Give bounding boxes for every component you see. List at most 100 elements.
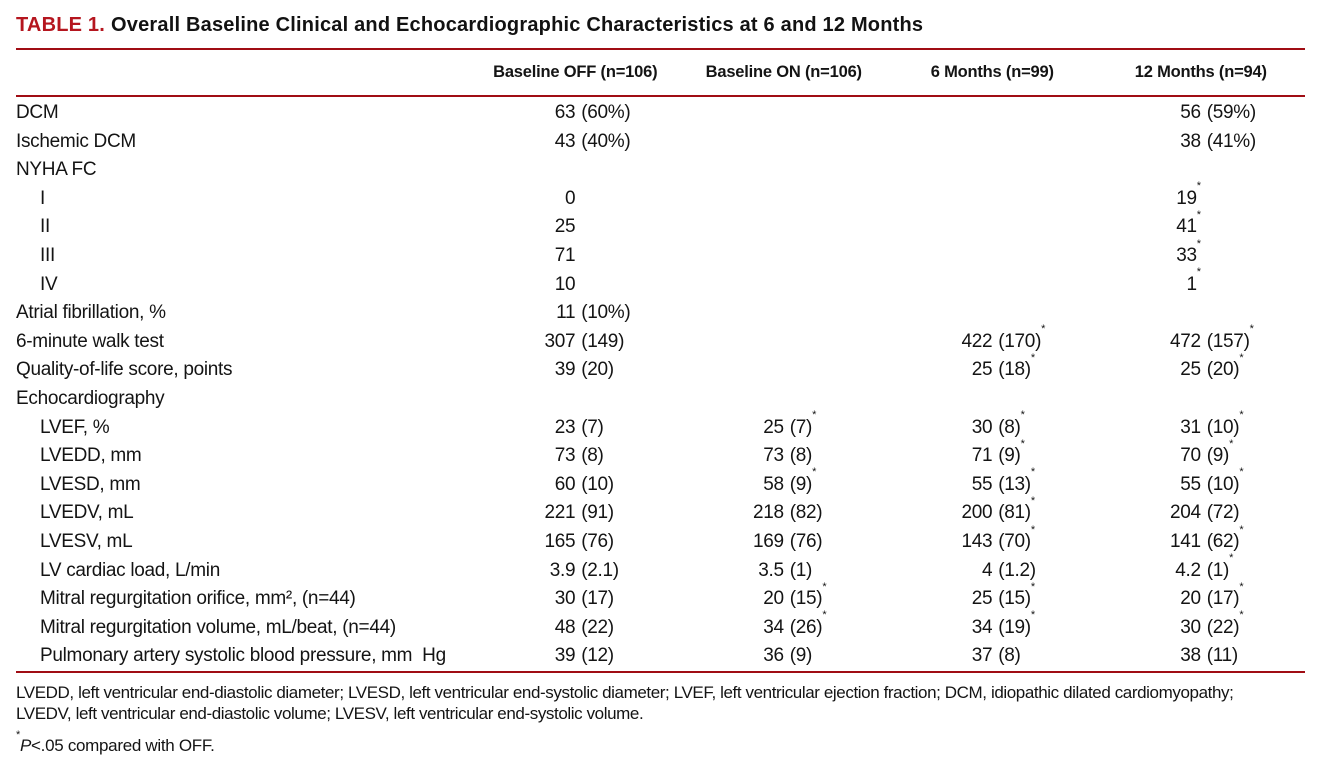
horizontal-rule-bottom xyxy=(16,670,1305,673)
value-cell: 36 (9) xyxy=(680,642,889,671)
cell-parenthetical: (9)* xyxy=(789,466,817,495)
value-cell: 165 (76) xyxy=(471,528,680,557)
cell-number xyxy=(471,385,575,414)
cell-parenthetical xyxy=(784,156,888,185)
value-cell xyxy=(471,156,680,185)
significance-asterisk: * xyxy=(1020,437,1025,450)
cell-parenthetical: (20) xyxy=(581,359,614,381)
table-row: Ischemic DCM 43 (40%) 38 (41%) xyxy=(0,128,1319,157)
cell-parenthetical xyxy=(784,271,888,300)
cell-parenthetical: (1)* xyxy=(1206,552,1234,581)
significance-asterisk: * xyxy=(1229,437,1234,450)
significance-text: <.05 compared with OFF. xyxy=(31,735,215,755)
cell-number: 3.5 xyxy=(758,559,784,581)
row-label: 6-minute walk test xyxy=(16,330,164,352)
value-cell xyxy=(888,242,1097,271)
value-cell: 71 xyxy=(471,242,680,271)
row-label: Mitral regurgitation orifice, mm², (n=44… xyxy=(40,588,356,610)
cell-parenthetical: (72) xyxy=(1206,502,1240,524)
cell-number: 3.9 xyxy=(549,559,576,581)
row-label: DCM xyxy=(16,102,59,123)
value-cell xyxy=(888,99,1097,128)
cell-number xyxy=(888,213,992,242)
row-label: LVEDD, mm xyxy=(40,445,142,467)
value-cell: 70 (9)* xyxy=(1097,438,1306,471)
table-row: Atrial fibrillation, % 11 (10%) xyxy=(0,299,1319,328)
value-cell: 31 (10)* xyxy=(1097,410,1306,443)
significance-asterisk: * xyxy=(1249,323,1254,336)
table-row: DCM 63 (60%) 56 (59%) xyxy=(0,99,1319,128)
cell-number xyxy=(888,299,992,328)
cell-number xyxy=(888,156,992,185)
value-cell xyxy=(680,271,889,300)
value-cell: 3.9 (2.1) xyxy=(471,557,680,586)
value-cell: 55 (13)* xyxy=(888,467,1097,500)
value-cell: 307 (149) xyxy=(471,328,680,357)
cell-parenthetical: (1) xyxy=(789,559,813,581)
cell-parenthetical: (11) xyxy=(1206,645,1238,667)
horizontal-rule-top xyxy=(16,48,1305,50)
abbreviation-line: LVEDV, left ventricular end-diastolic vo… xyxy=(16,704,644,724)
table-number: TABLE 1. xyxy=(16,14,106,36)
abbreviation-line: LVEDD, left ventricular end-diastolic di… xyxy=(16,682,1234,702)
asterisk-marker: * xyxy=(16,729,20,742)
cell-number: 11 xyxy=(556,302,576,324)
cell-parenthetical xyxy=(575,385,679,414)
value-cell: 25 (18)* xyxy=(888,353,1097,385)
value-cell xyxy=(471,385,680,414)
significance-asterisk: * xyxy=(1239,580,1244,593)
significance-asterisk: * xyxy=(1239,609,1244,622)
cell-parenthetical: (157)* xyxy=(1206,323,1254,352)
value-cell: 143 (70)* xyxy=(888,523,1097,557)
cell-number xyxy=(680,385,784,414)
horizontal-rule-header xyxy=(16,95,1305,97)
cell-parenthetical xyxy=(784,128,888,157)
cell-number: 31 xyxy=(1180,416,1201,438)
cell-number xyxy=(680,242,784,271)
value-cell: 73 (8) xyxy=(680,442,889,471)
significance-asterisk: * xyxy=(1030,352,1035,365)
cell-number: 48 xyxy=(554,616,576,638)
table-row: Quality-of-life score, points 39 (20) 25 (18… xyxy=(0,353,1319,385)
cell-parenthetical: (8)* xyxy=(998,409,1025,438)
cell-number: 37 xyxy=(971,645,993,667)
cell-number: 4.2 xyxy=(1175,559,1201,581)
value-cell xyxy=(680,385,889,414)
row-label: NYHA FC xyxy=(16,159,97,181)
cell-parenthetical: (62)* xyxy=(1206,523,1244,552)
cell-number xyxy=(888,128,992,157)
cell-parenthetical: (8) xyxy=(998,645,1021,667)
cell-parenthetical xyxy=(992,385,1096,414)
row-label: Mitral regurgitation volume, mL/beat, (n… xyxy=(40,616,396,638)
cell-parenthetical xyxy=(1201,385,1305,414)
cell-parenthetical: (22) xyxy=(581,616,614,638)
cell-number: 63 xyxy=(554,102,576,123)
row-label: I xyxy=(40,187,45,209)
value-cell xyxy=(680,185,889,214)
row-label: IV xyxy=(40,273,58,295)
cell-parenthetical: (19)* xyxy=(998,609,1035,638)
value-cell: 141 (62)* xyxy=(1097,523,1306,557)
cell-number xyxy=(1097,299,1201,328)
value-cell: 60 (10) xyxy=(471,471,680,500)
value-cell: 41* xyxy=(1097,210,1306,242)
significance-asterisk: * xyxy=(1196,180,1201,193)
cell-number xyxy=(680,299,784,328)
cell-number: 33* xyxy=(1176,237,1201,266)
row-label: LVEF, % xyxy=(40,416,110,438)
value-cell xyxy=(680,213,889,242)
significance-asterisk: * xyxy=(1239,352,1244,365)
cell-number xyxy=(1097,156,1201,185)
cell-parenthetical xyxy=(784,328,888,357)
cell-parenthetical xyxy=(992,128,1096,157)
value-cell xyxy=(680,99,889,128)
value-cell xyxy=(1097,299,1306,328)
value-cell xyxy=(1097,385,1306,414)
row-label: Echocardiography xyxy=(16,387,165,409)
cell-parenthetical: (70)* xyxy=(998,523,1035,552)
cell-parenthetical: (10)* xyxy=(1206,466,1244,495)
cell-parenthetical: (149) xyxy=(581,330,625,352)
cell-parenthetical: (7) xyxy=(581,416,604,438)
value-cell: 48 (22) xyxy=(471,614,680,643)
row-label: LVESD, mm xyxy=(40,473,141,495)
